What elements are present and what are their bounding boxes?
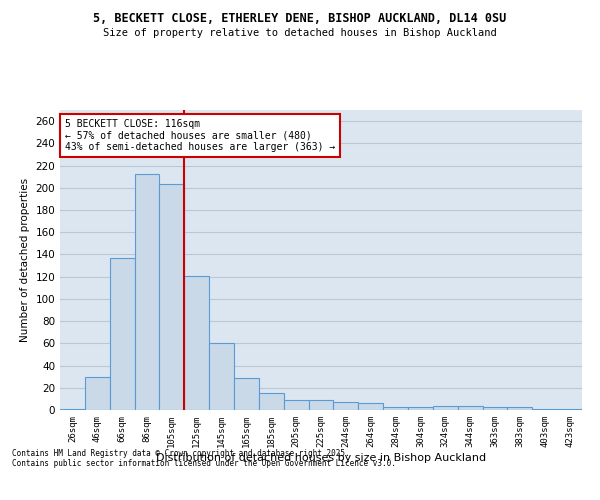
Bar bbox=[85, 376, 110, 410]
Bar bbox=[508, 406, 532, 410]
Bar bbox=[160, 184, 184, 410]
Bar bbox=[184, 276, 209, 410]
Bar bbox=[408, 406, 433, 410]
Bar bbox=[259, 394, 284, 410]
Text: Contains public sector information licensed under the Open Government Licence v3: Contains public sector information licen… bbox=[12, 458, 396, 468]
Bar bbox=[284, 400, 308, 410]
Bar bbox=[358, 404, 383, 410]
Bar bbox=[557, 409, 582, 410]
Bar bbox=[308, 400, 334, 410]
Text: 5 BECKETT CLOSE: 116sqm
← 57% of detached houses are smaller (480)
43% of semi-d: 5 BECKETT CLOSE: 116sqm ← 57% of detache… bbox=[65, 119, 335, 152]
Bar bbox=[458, 406, 482, 410]
Bar bbox=[482, 406, 508, 410]
Text: Size of property relative to detached houses in Bishop Auckland: Size of property relative to detached ho… bbox=[103, 28, 497, 38]
Bar bbox=[532, 409, 557, 410]
Bar bbox=[60, 409, 85, 410]
Bar bbox=[334, 402, 358, 410]
Bar bbox=[234, 378, 259, 410]
Bar bbox=[110, 258, 134, 410]
Bar bbox=[209, 344, 234, 410]
Bar bbox=[134, 174, 160, 410]
Text: Contains HM Land Registry data © Crown copyright and database right 2025.: Contains HM Land Registry data © Crown c… bbox=[12, 448, 350, 458]
Text: 5, BECKETT CLOSE, ETHERLEY DENE, BISHOP AUCKLAND, DL14 0SU: 5, BECKETT CLOSE, ETHERLEY DENE, BISHOP … bbox=[94, 12, 506, 26]
Bar bbox=[433, 406, 458, 410]
Bar bbox=[383, 406, 408, 410]
Y-axis label: Number of detached properties: Number of detached properties bbox=[20, 178, 30, 342]
X-axis label: Distribution of detached houses by size in Bishop Auckland: Distribution of detached houses by size … bbox=[156, 452, 486, 462]
